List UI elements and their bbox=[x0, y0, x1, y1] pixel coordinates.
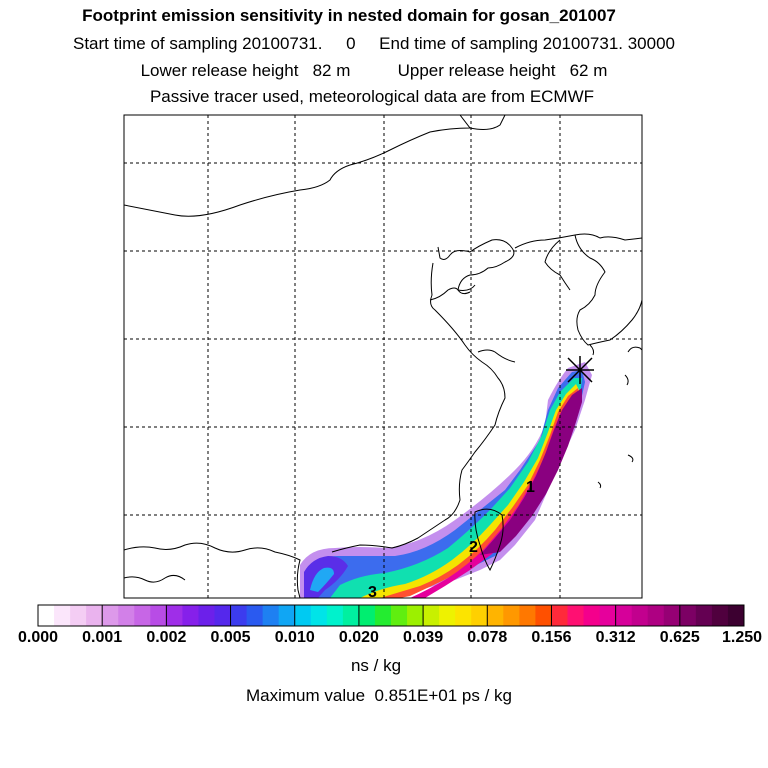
footprint-map: 1 2 3 bbox=[123, 114, 643, 601]
colorbar-cell bbox=[631, 605, 649, 626]
colorbar-cell bbox=[551, 605, 568, 626]
release-height-line: Lower release height 82 m Upper release … bbox=[140, 61, 608, 80]
maximum-value-text: Maximum value 0.851E+01 ps / kg bbox=[246, 686, 512, 705]
plume-layer-core bbox=[480, 388, 582, 555]
plume-patch-west-inner bbox=[310, 567, 334, 592]
colorbar-cell bbox=[310, 605, 328, 626]
colorbar-cell bbox=[150, 605, 167, 626]
colorbar-cell bbox=[342, 605, 360, 626]
colorbar-cell bbox=[230, 605, 248, 626]
colorbar-cell bbox=[278, 605, 296, 626]
map-frame-background bbox=[124, 115, 642, 598]
plume-layer-purple bbox=[300, 362, 592, 598]
colorbar-cell bbox=[70, 605, 87, 626]
colorbar-cell bbox=[519, 605, 536, 626]
colorbar-cell bbox=[663, 605, 681, 626]
colorbar-cell bbox=[86, 605, 103, 626]
colorbar-tick-label: 0.002 bbox=[146, 629, 187, 646]
map-title: Footprint emission sensitivity in nested… bbox=[82, 6, 616, 25]
colorbar-cell bbox=[358, 605, 376, 626]
map-label-2: 2 bbox=[469, 539, 478, 556]
colorbar-cell bbox=[487, 605, 504, 626]
colorbar-frame bbox=[37, 604, 745, 627]
colorbar-tick-label: 0.078 bbox=[467, 629, 508, 646]
colorbar-cell bbox=[535, 605, 552, 626]
colorbar-cell bbox=[471, 605, 488, 626]
colorbar-cell bbox=[503, 605, 520, 626]
colorbar-tick-label: 0.039 bbox=[403, 629, 444, 646]
map-label-1: 1 bbox=[526, 479, 535, 496]
colorbar-major-dividers bbox=[101, 605, 681, 626]
colorbar-cell bbox=[439, 605, 456, 626]
colorbar-cell bbox=[711, 605, 729, 626]
colorbar-cell bbox=[38, 605, 55, 626]
colorbar-cell bbox=[198, 605, 215, 626]
colorbar-cell bbox=[615, 605, 633, 626]
colorbar-cell bbox=[246, 605, 264, 626]
colorbar-cell bbox=[647, 605, 665, 626]
colorbar-cell bbox=[102, 605, 119, 626]
colorbar-cell bbox=[166, 605, 183, 626]
colorbar-cell bbox=[374, 605, 392, 626]
colorbar-cell bbox=[407, 605, 424, 626]
map-gridlines bbox=[124, 115, 642, 598]
colorbar-tick-label: 0.000 bbox=[17, 629, 59, 646]
sampling-time-line: Start time of sampling 20100731. 0 End t… bbox=[73, 34, 675, 53]
footprint-plume bbox=[300, 362, 592, 598]
colorbar-cell bbox=[391, 605, 408, 626]
colorbar-tick-label: 0.156 bbox=[531, 629, 572, 646]
receptor-marker bbox=[566, 356, 594, 384]
tracer-info-line: Passive tracer used, meteorological data… bbox=[149, 87, 595, 106]
colorbar-tick-label: 0.010 bbox=[274, 629, 315, 646]
colorbar-cell bbox=[118, 605, 135, 626]
colorbar-cell bbox=[583, 605, 601, 626]
map-label-3: 3 bbox=[368, 584, 377, 601]
colorbar-cell bbox=[727, 605, 745, 626]
colorbar-cell bbox=[599, 605, 617, 626]
colorbar-cell bbox=[679, 605, 697, 626]
colorbar-tick-label: 0.625 bbox=[659, 629, 700, 646]
colorbar-tick-label: 0.312 bbox=[595, 629, 636, 646]
colorbar-units: ns / kg bbox=[350, 656, 402, 675]
colorbar-cell bbox=[567, 605, 585, 626]
colorbar-cell bbox=[54, 605, 71, 626]
colorbar-tick-label: 0.020 bbox=[338, 629, 379, 646]
colorbar-cell bbox=[182, 605, 199, 626]
colorbar-cell bbox=[214, 605, 232, 626]
colorbar-tick-label: 1.250 bbox=[721, 629, 763, 646]
colorbar-cells bbox=[38, 605, 745, 626]
colorbar-cell bbox=[262, 605, 280, 626]
colorbar-cell bbox=[455, 605, 472, 626]
colorbar-cell bbox=[134, 605, 151, 626]
colorbar-tick-label: 0.005 bbox=[210, 629, 251, 646]
colorbar-cell bbox=[423, 605, 440, 626]
colorbar-cell bbox=[695, 605, 713, 626]
colorbar-cell bbox=[294, 605, 312, 626]
map-frame bbox=[123, 114, 643, 599]
coastlines bbox=[124, 115, 642, 598]
colorbar-tick-label: 0.001 bbox=[82, 629, 123, 646]
colorbar bbox=[37, 604, 745, 627]
colorbar-cell bbox=[326, 605, 344, 626]
